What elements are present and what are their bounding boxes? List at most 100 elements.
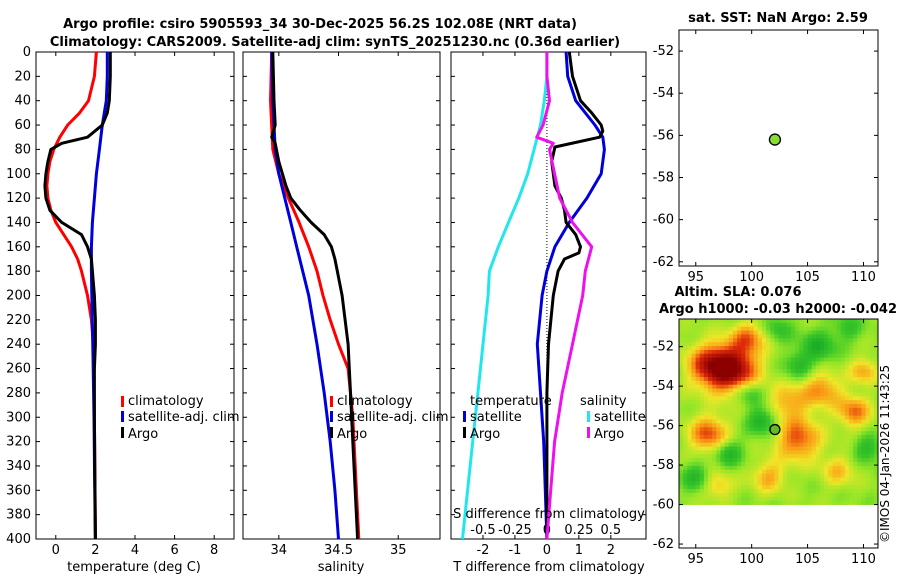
sla-cell	[865, 361, 871, 366]
sla-cell	[782, 361, 788, 366]
sla-cell	[836, 462, 842, 467]
sla-cell	[815, 388, 821, 393]
sla-cell	[703, 500, 709, 505]
sla-cell	[857, 500, 862, 505]
sla-cell	[703, 407, 709, 413]
sla-cell	[857, 465, 862, 471]
sla-cell	[732, 388, 738, 393]
sla-cell	[840, 500, 846, 505]
sla-cell	[795, 500, 800, 505]
sla-cell	[720, 334, 726, 339]
sla-cell	[790, 500, 796, 505]
sla-cell	[803, 396, 808, 401]
sla-cell	[848, 485, 854, 490]
sla-cell	[708, 419, 713, 424]
sla-cell	[691, 380, 696, 386]
x-tick-label: 34.5	[324, 543, 353, 558]
sla-cell	[737, 319, 742, 324]
sla-cell	[720, 407, 726, 413]
sla-cell	[803, 342, 808, 347]
sla-cell	[741, 465, 746, 471]
sla-cell	[757, 361, 763, 366]
sla-cell	[712, 373, 717, 378]
sla-cell	[741, 404, 746, 409]
sla-cell	[844, 404, 850, 409]
sla-cell	[766, 380, 771, 386]
sla-cell	[811, 376, 817, 382]
sla-cell	[708, 415, 713, 420]
sla-cell	[761, 415, 767, 420]
sla-cell	[716, 477, 721, 482]
sla-cell	[737, 411, 742, 417]
sla-cell	[753, 353, 759, 359]
sla-cell	[741, 380, 746, 386]
sla-cell	[832, 411, 837, 417]
sla-cell	[803, 365, 808, 370]
sla-cell	[811, 404, 817, 409]
sla-cell	[853, 349, 858, 355]
sla-cell	[848, 322, 854, 328]
sla-cell	[844, 376, 850, 382]
sla-cell	[807, 481, 813, 486]
sla-cell	[766, 431, 771, 436]
sla-cell	[770, 465, 775, 471]
sla-cell	[712, 462, 717, 467]
sla-cell	[699, 469, 705, 475]
sla-cell	[815, 423, 821, 428]
sla-cell	[807, 442, 813, 447]
title-line-2: Climatology: CARS2009. Satellite-adj cli…	[50, 35, 620, 50]
sla-cell	[799, 442, 804, 447]
legend-label-climatology: climatology	[337, 394, 413, 409]
sla-cell	[703, 334, 709, 339]
sla-cell	[683, 481, 688, 486]
sla-cell	[720, 392, 726, 397]
sla-cell	[799, 434, 804, 440]
sla-cell	[716, 446, 721, 451]
sla-cell	[815, 353, 821, 359]
sla-cell	[786, 407, 792, 413]
sla-cell	[745, 326, 750, 331]
sla-cell	[848, 392, 854, 397]
sla-cell	[712, 492, 717, 498]
sla-cell	[712, 438, 717, 444]
sla-cell	[811, 357, 817, 362]
sla-cell	[836, 427, 842, 432]
sla-cell	[741, 388, 746, 393]
sla-cell	[712, 384, 717, 389]
sla-cell	[844, 407, 850, 413]
sla-cell	[770, 319, 775, 324]
sla-cell	[770, 462, 775, 467]
sla-cell	[819, 500, 825, 505]
sla-cell	[807, 458, 813, 463]
sla-cell	[728, 411, 734, 417]
sla-cell	[737, 446, 742, 451]
sla-cell	[720, 396, 726, 401]
sla-cell	[695, 473, 701, 478]
sla-cell	[683, 477, 688, 482]
sla-cell	[753, 465, 759, 471]
sla-cell	[832, 396, 837, 401]
sla-cell	[782, 392, 788, 397]
sla-cell	[732, 319, 738, 324]
sla-cell	[749, 489, 755, 494]
sla-cell	[695, 404, 701, 409]
sla-cell	[840, 369, 846, 374]
sla-cell	[803, 434, 808, 440]
sla-cell	[741, 473, 746, 478]
sla-cell	[840, 496, 846, 502]
sla-cell	[799, 438, 804, 444]
sla-cell	[770, 407, 775, 413]
sla-cell	[782, 492, 788, 498]
sla-cell	[819, 322, 825, 328]
sla-cell	[732, 400, 738, 405]
sla-cell	[708, 427, 713, 432]
sla-cell	[761, 342, 767, 347]
sla-cell	[786, 427, 792, 432]
sla-cell	[836, 330, 842, 335]
sla-cell	[712, 392, 717, 397]
sla-cell	[824, 322, 829, 328]
sla-cell	[716, 419, 721, 424]
sla-cell	[861, 361, 866, 366]
sla-cell	[790, 411, 796, 417]
sla-cell	[857, 434, 862, 440]
